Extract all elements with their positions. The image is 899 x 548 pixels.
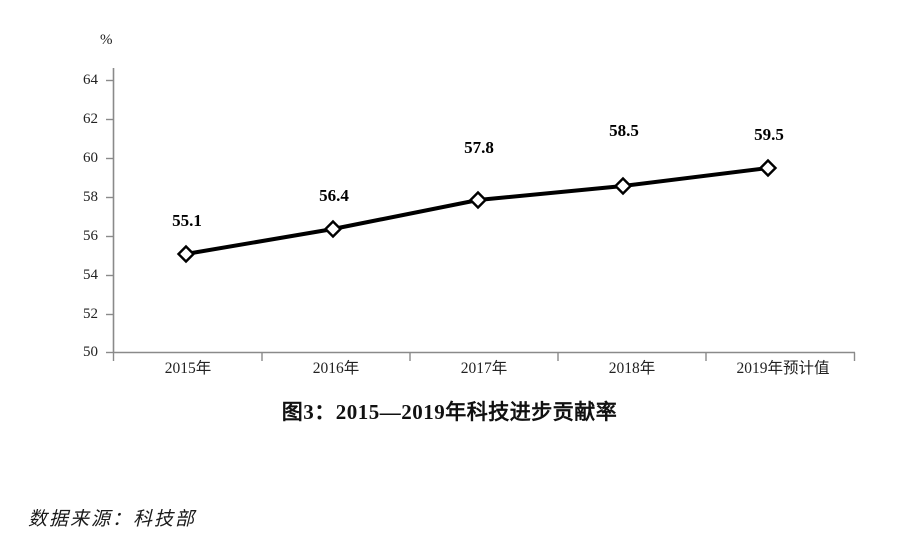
- data-line-series: [185, 166, 769, 256]
- y-axis-unit-label: %: [100, 32, 113, 48]
- data-marker: [468, 190, 488, 210]
- y-tick-label-60: 60: [83, 150, 98, 166]
- y-axis-ticks: [106, 79, 114, 354]
- y-tick-label-50: 50: [83, 344, 98, 360]
- x-tick-label-2015: 2015年: [164, 360, 212, 377]
- y-tick-label-64: 64: [83, 72, 98, 88]
- data-marker: [176, 244, 196, 264]
- x-axis-ticks: [112, 352, 856, 361]
- x-tick-label-2018: 2018年: [608, 360, 656, 377]
- x-tick-label-2017: 2017年: [460, 360, 508, 377]
- y-tick-label-62: 62: [83, 111, 98, 127]
- y-tick-label-58: 58: [83, 189, 98, 205]
- chart-title: 图3：2015—2019年科技进步贡献率: [281, 400, 618, 424]
- x-tick-label-2019: 2019年预计值: [736, 360, 830, 377]
- data-marker: [613, 176, 633, 196]
- y-tick-label-54: 54: [83, 267, 98, 283]
- data-label-2019: 59.5: [754, 125, 784, 144]
- data-markers: [176, 158, 778, 264]
- data-label-2018: 58.5: [609, 121, 639, 140]
- data-marker: [323, 219, 343, 239]
- y-tick-label-56: 56: [83, 228, 98, 244]
- x-tick-label-2016: 2016年: [312, 360, 360, 377]
- source-note: 数据来源：科技部: [28, 509, 197, 530]
- data-label-2016: 56.4: [319, 186, 349, 205]
- data-label-2017: 57.8: [464, 138, 494, 157]
- y-tick-label-52: 52: [83, 306, 98, 322]
- data-marker: [758, 158, 778, 178]
- data-label-2015: 55.1: [172, 211, 202, 230]
